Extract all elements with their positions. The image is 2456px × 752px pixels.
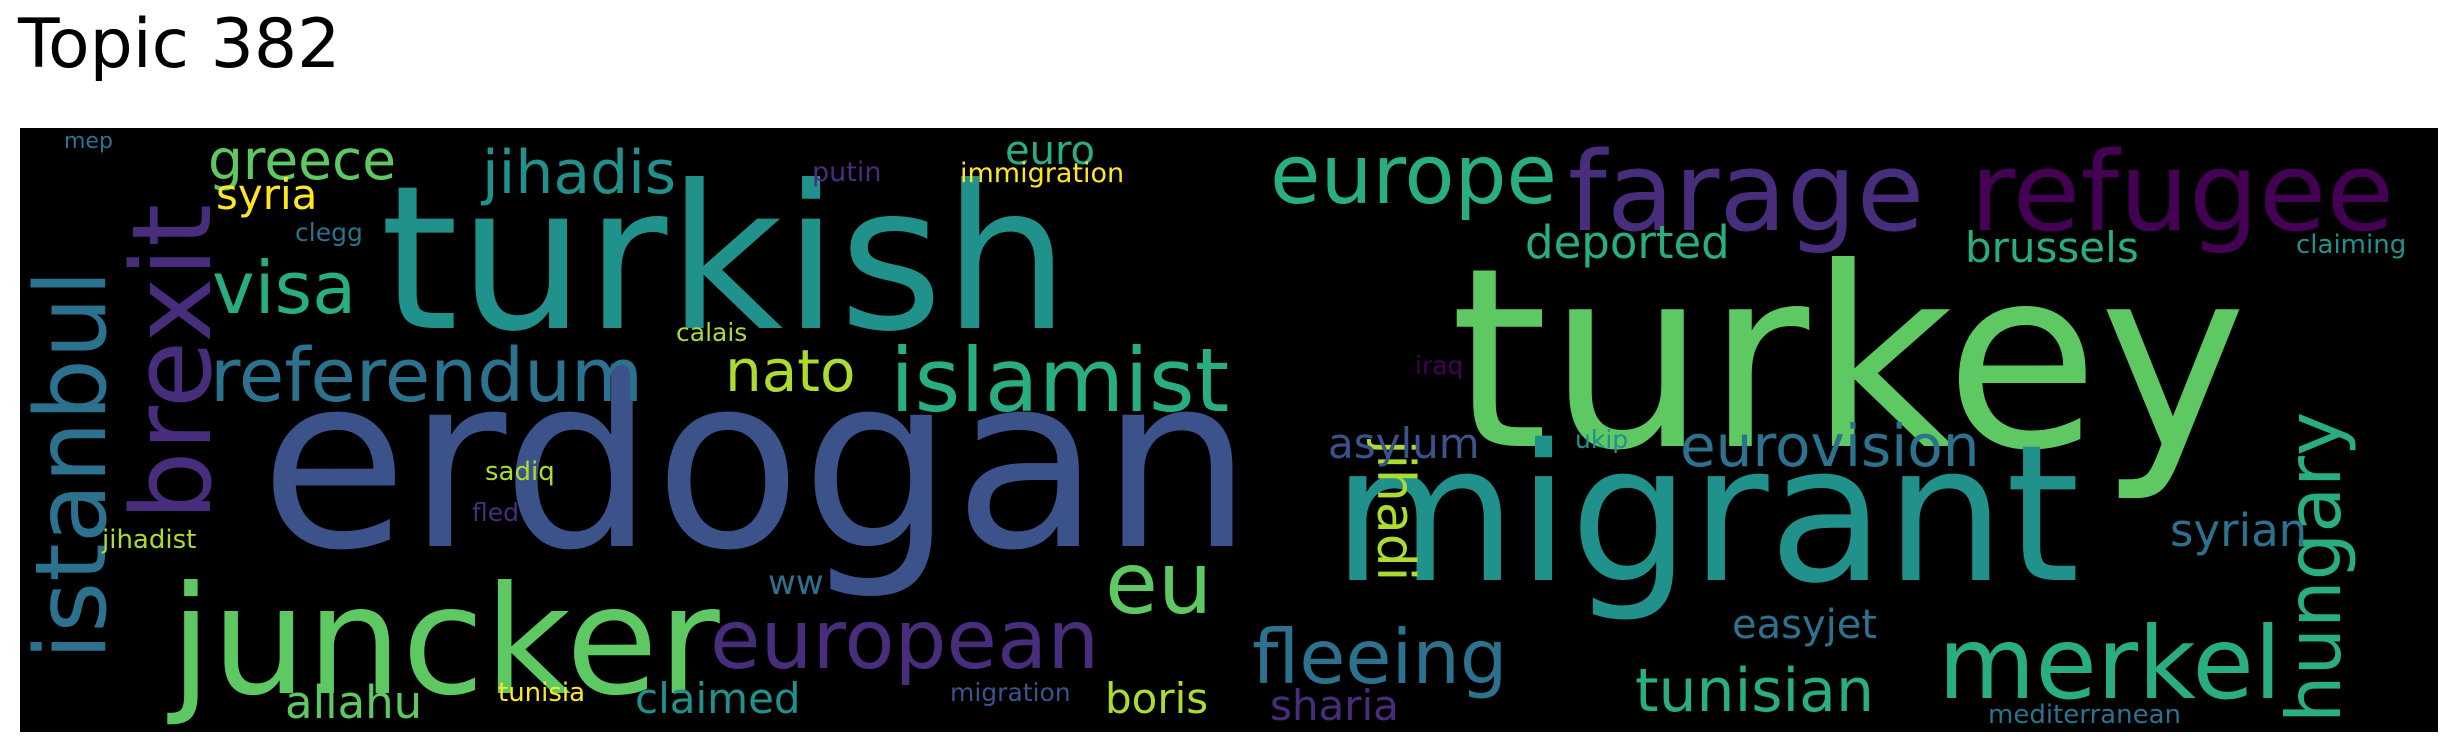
word-refugee: refugee [1970, 128, 2394, 256]
word-jihadis: jihadis [480, 138, 676, 208]
word-iraq: iraq [1415, 351, 1463, 380]
word-putin: putin [812, 157, 881, 188]
word-cloud: turkey erdogan turkish migrant juncker r… [20, 128, 2438, 732]
word-hungary: hungary [2270, 412, 2358, 723]
word-migration: migration [950, 678, 1071, 707]
word-eurovision: eurovision [1680, 412, 1980, 480]
word-ukip: ukip [1575, 425, 1628, 454]
word-immigration: immigration [960, 158, 1124, 189]
word-syria: syria [216, 170, 317, 219]
word-tunisian: tunisian [1635, 656, 1874, 726]
word-calais: calais [676, 318, 747, 347]
word-allahu: allahu [285, 676, 422, 729]
word-european: european [710, 593, 1099, 688]
word-mediterranean: mediterranean [1988, 700, 2181, 730]
word-syrian: syrian [2170, 504, 2307, 557]
word-jihadi: jihadi [1365, 439, 1425, 581]
word-nato: nato [725, 337, 856, 405]
word-migrant: migrant [1332, 404, 2080, 625]
word-easyjet: easyjet [1732, 602, 1877, 648]
word-erdogan: erdogan [260, 323, 1253, 603]
word-visa: visa [212, 246, 356, 330]
word-brussels: brussels [1965, 223, 2139, 272]
word-asylum: asylum [1328, 419, 1480, 468]
word-greece: greece [208, 128, 396, 192]
page-title: Topic 382 [18, 5, 341, 84]
word-euro: euro [1005, 128, 1095, 174]
word-brexit: brexit [108, 204, 236, 521]
word-europe: europe [1270, 128, 1557, 223]
word-sadiq: sadiq [485, 457, 555, 487]
word-turkish: turkish [380, 143, 1070, 376]
word-deported: deported [1525, 216, 1730, 269]
word-boris: boris [1105, 674, 1208, 723]
word-istanbul: istanbul [20, 270, 129, 660]
word-jihadist: jihadist [101, 525, 196, 555]
word-fled: fled [472, 498, 519, 527]
word-claiming: claiming [2296, 230, 2406, 260]
word-turkey: turkey [1450, 214, 2247, 505]
word-fleeing: fleeing [1252, 613, 1508, 701]
word-tunisia: tunisia [498, 678, 585, 708]
word-mep: mep [64, 129, 113, 154]
word-claimed: claimed [635, 674, 801, 723]
word-clegg: clegg [295, 218, 363, 247]
word-farage: farage [1568, 128, 1924, 256]
word-eu: eu [1105, 534, 1212, 634]
word-referendum: referendum [210, 333, 643, 419]
word-islamist: islamist [890, 329, 1229, 432]
word-sharia: sharia [1270, 681, 1399, 730]
word-ww: ww [768, 563, 824, 603]
word-cloud-canvas: turkey erdogan turkish migrant juncker r… [20, 128, 2406, 730]
word-juncker: juncker [167, 555, 720, 729]
word-merkel: merkel [1938, 605, 2282, 722]
